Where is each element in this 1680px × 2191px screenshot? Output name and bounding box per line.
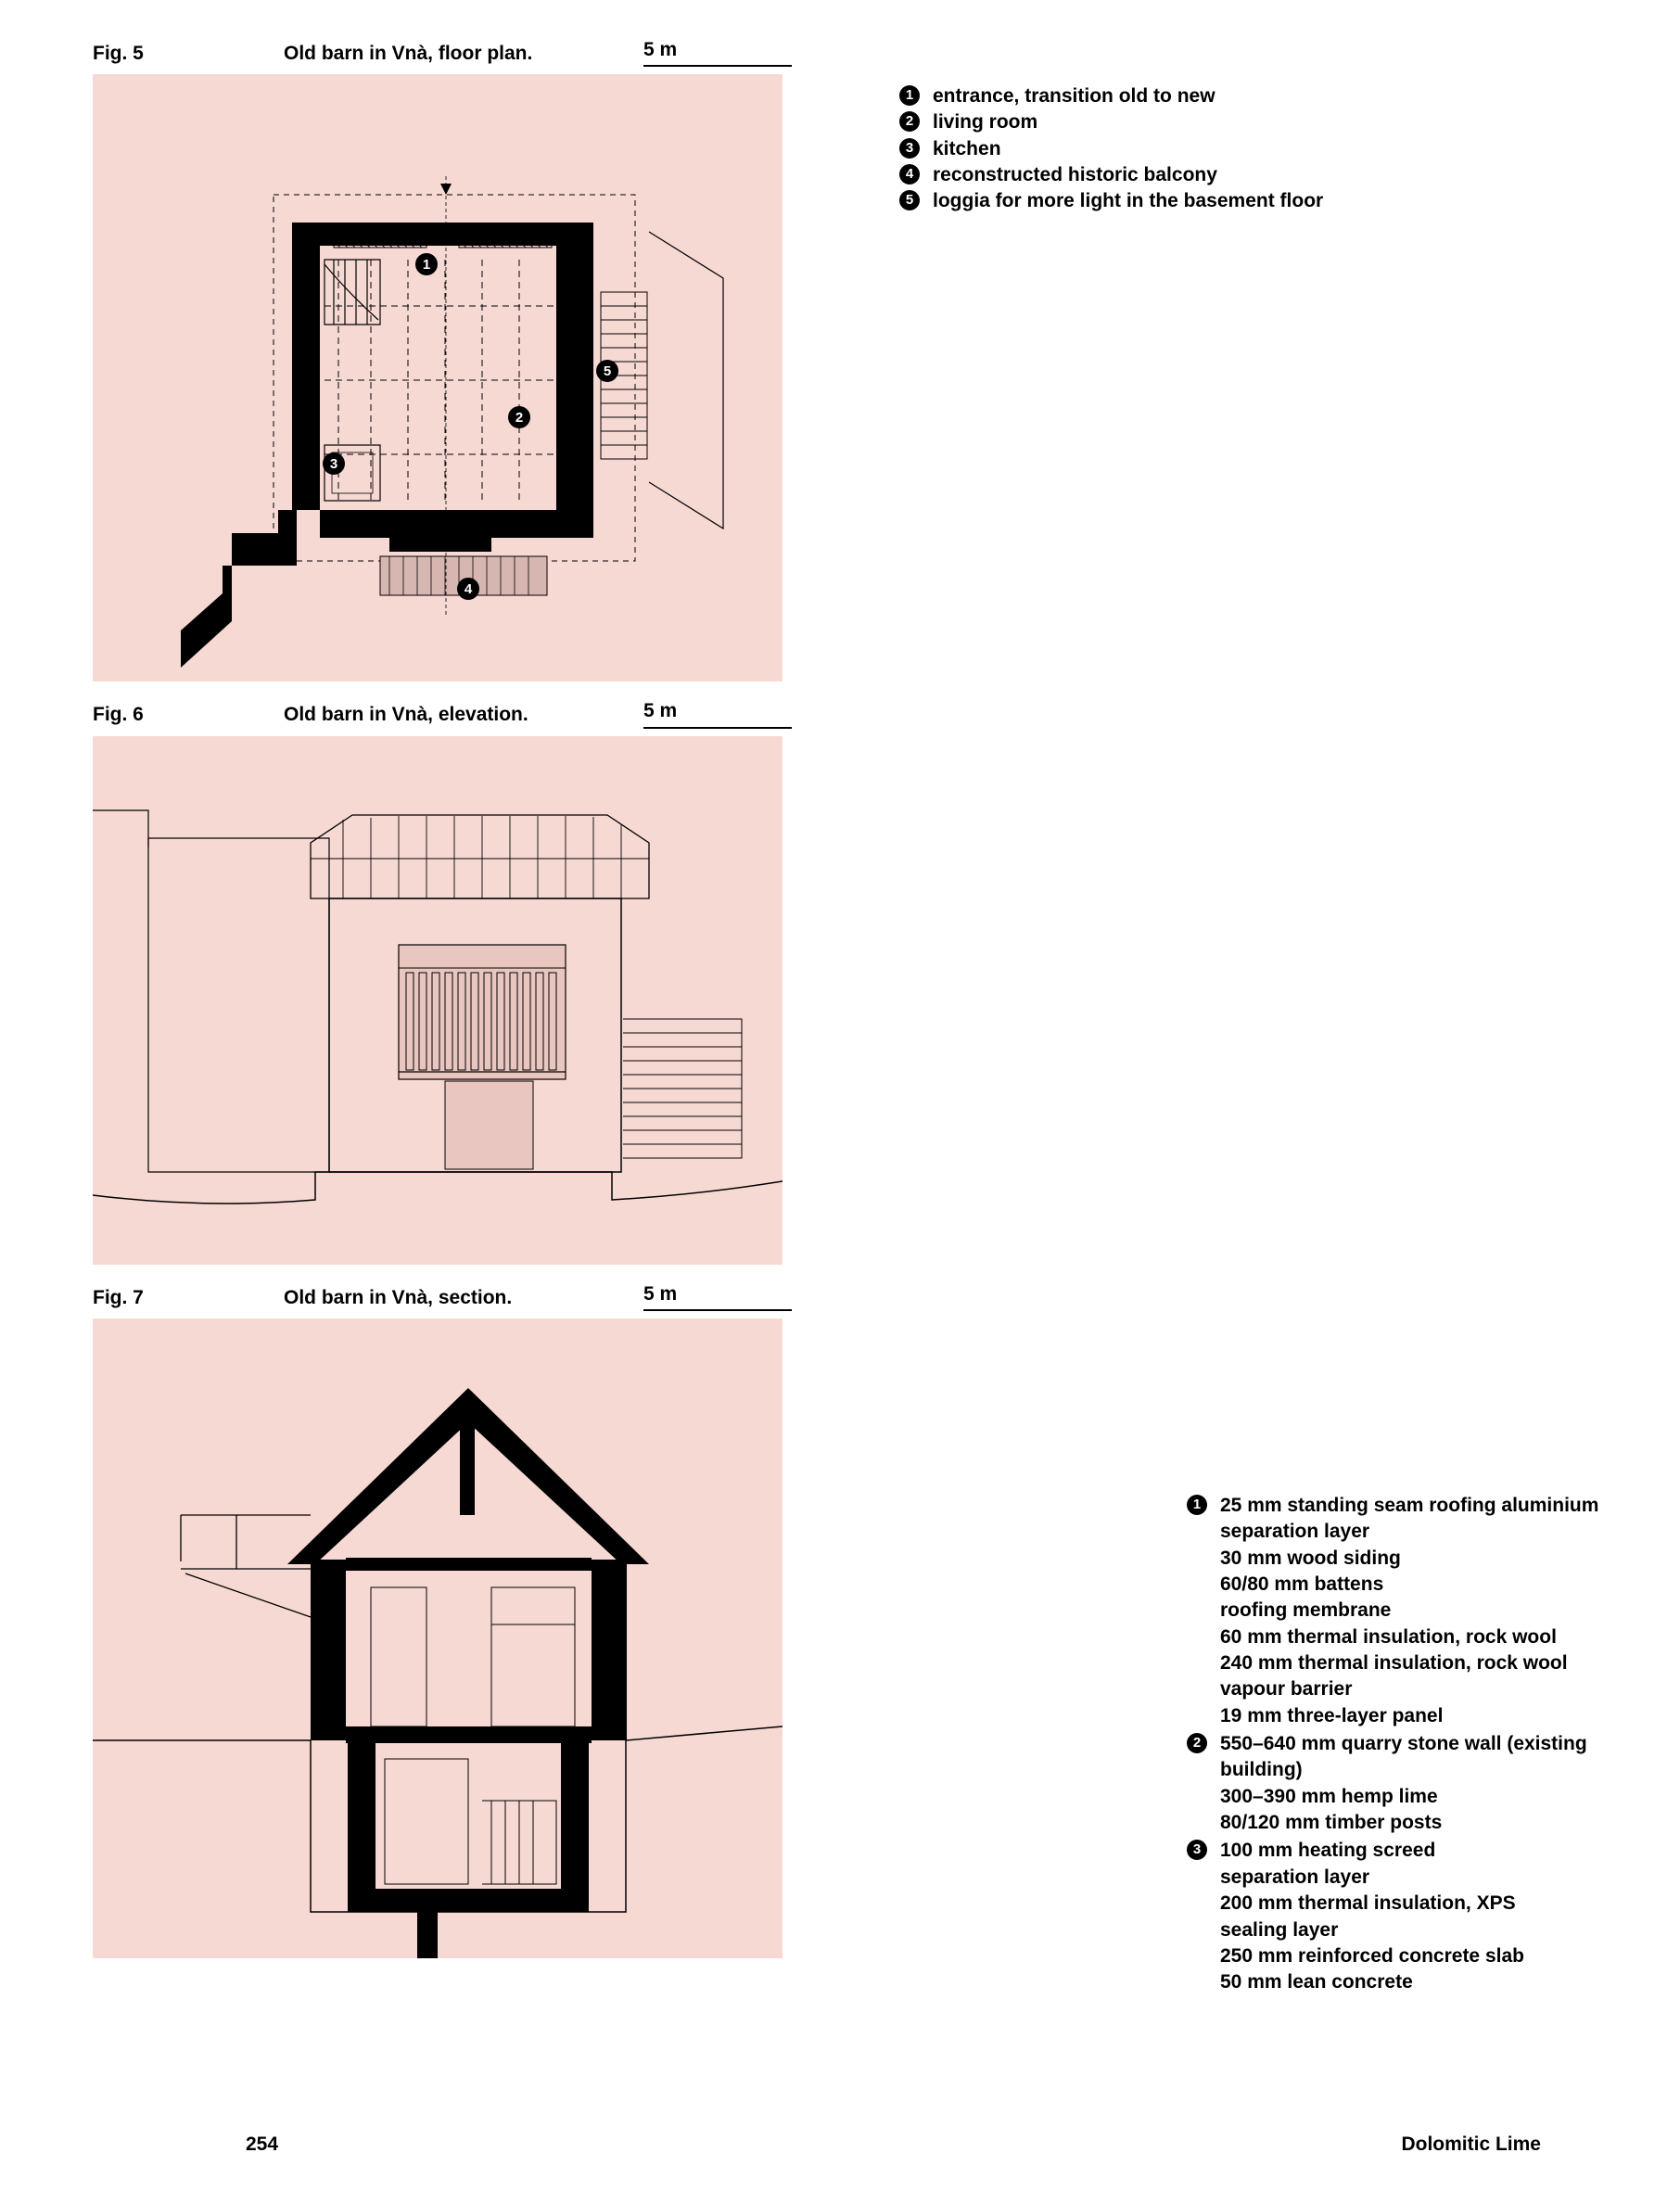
svg-text:1: 1	[423, 257, 430, 273]
legend-item: 5 loggia for more light in the basement …	[899, 188, 1381, 214]
figure-7-title: Old barn in Vnà, section.	[284, 1285, 629, 1311]
figure-6-panel	[93, 736, 783, 1265]
section-drawing	[93, 1318, 783, 1958]
scale-rule	[643, 1309, 792, 1311]
legend-item: 3 100 mm heating screed	[1187, 1838, 1669, 1864]
scale-rule	[643, 727, 792, 729]
legend-item: 2 living room	[899, 109, 1381, 135]
figure-7-panel	[93, 1318, 783, 1958]
svg-text:2: 2	[515, 410, 523, 426]
legend-marker-2: 2	[899, 111, 920, 132]
figure-5-label: Fig. 5	[93, 41, 269, 67]
floor-plan-drawing: 1 2 3 4 5	[93, 74, 783, 682]
legend-marker-4: 4	[899, 164, 920, 185]
figure-5-scale: 5 m	[643, 37, 783, 67]
page-number: 254	[246, 2132, 278, 2158]
legend-marker-1: 1	[1187, 1495, 1207, 1515]
figure-6-label: Fig. 6	[93, 702, 269, 728]
legend-marker-2: 2	[1187, 1733, 1207, 1753]
svg-text:3: 3	[330, 456, 337, 472]
legend-item: 1 25 mm standing seam roofing aluminium	[1187, 1493, 1669, 1519]
legend-item: 1 entrance, transition old to new	[899, 83, 1381, 109]
legend-item: 2 550–640 mm quarry stone wall (existing…	[1187, 1731, 1669, 1784]
figure-7-scale: 5 m	[643, 1281, 783, 1311]
scale-rule	[643, 65, 792, 67]
legend-marker-3: 3	[1187, 1840, 1207, 1860]
figure-5-title: Old barn in Vnà, floor plan.	[284, 41, 629, 67]
section-legend: 1 25 mm standing seam roofing aluminium …	[1187, 1493, 1669, 1996]
figure-6-title: Old barn in Vnà, elevation.	[284, 702, 629, 728]
elevation-drawing	[93, 736, 783, 1265]
figure-7-caption: Fig. 7 Old barn in Vnà, section. 5 m	[93, 1281, 783, 1311]
svg-text:4: 4	[465, 581, 473, 597]
legend-marker-5: 5	[899, 190, 920, 210]
figure-5-caption: Fig. 5 Old barn in Vnà, floor plan. 5 m	[93, 37, 783, 67]
svg-text:5: 5	[604, 363, 611, 379]
figure-6-caption: Fig. 6 Old barn in Vnà, elevation. 5 m	[93, 698, 783, 728]
figure-7-label: Fig. 7	[93, 1285, 269, 1311]
legend-item: 4 reconstructed historic balcony	[899, 162, 1381, 188]
figure-5-panel: 1 2 3 4 5	[93, 74, 783, 682]
figure-6-scale: 5 m	[643, 698, 783, 728]
legend-marker-1: 1	[899, 85, 920, 106]
book-title: Dolomitic Lime	[1401, 2132, 1541, 2158]
page-content: Fig. 5 Old barn in Vnà, floor plan. 5 m	[93, 37, 1587, 1975]
floor-plan-legend: 1 entrance, transition old to new 2 livi…	[899, 83, 1381, 215]
legend-marker-3: 3	[899, 138, 920, 159]
legend-item: 3 kitchen	[899, 136, 1381, 162]
